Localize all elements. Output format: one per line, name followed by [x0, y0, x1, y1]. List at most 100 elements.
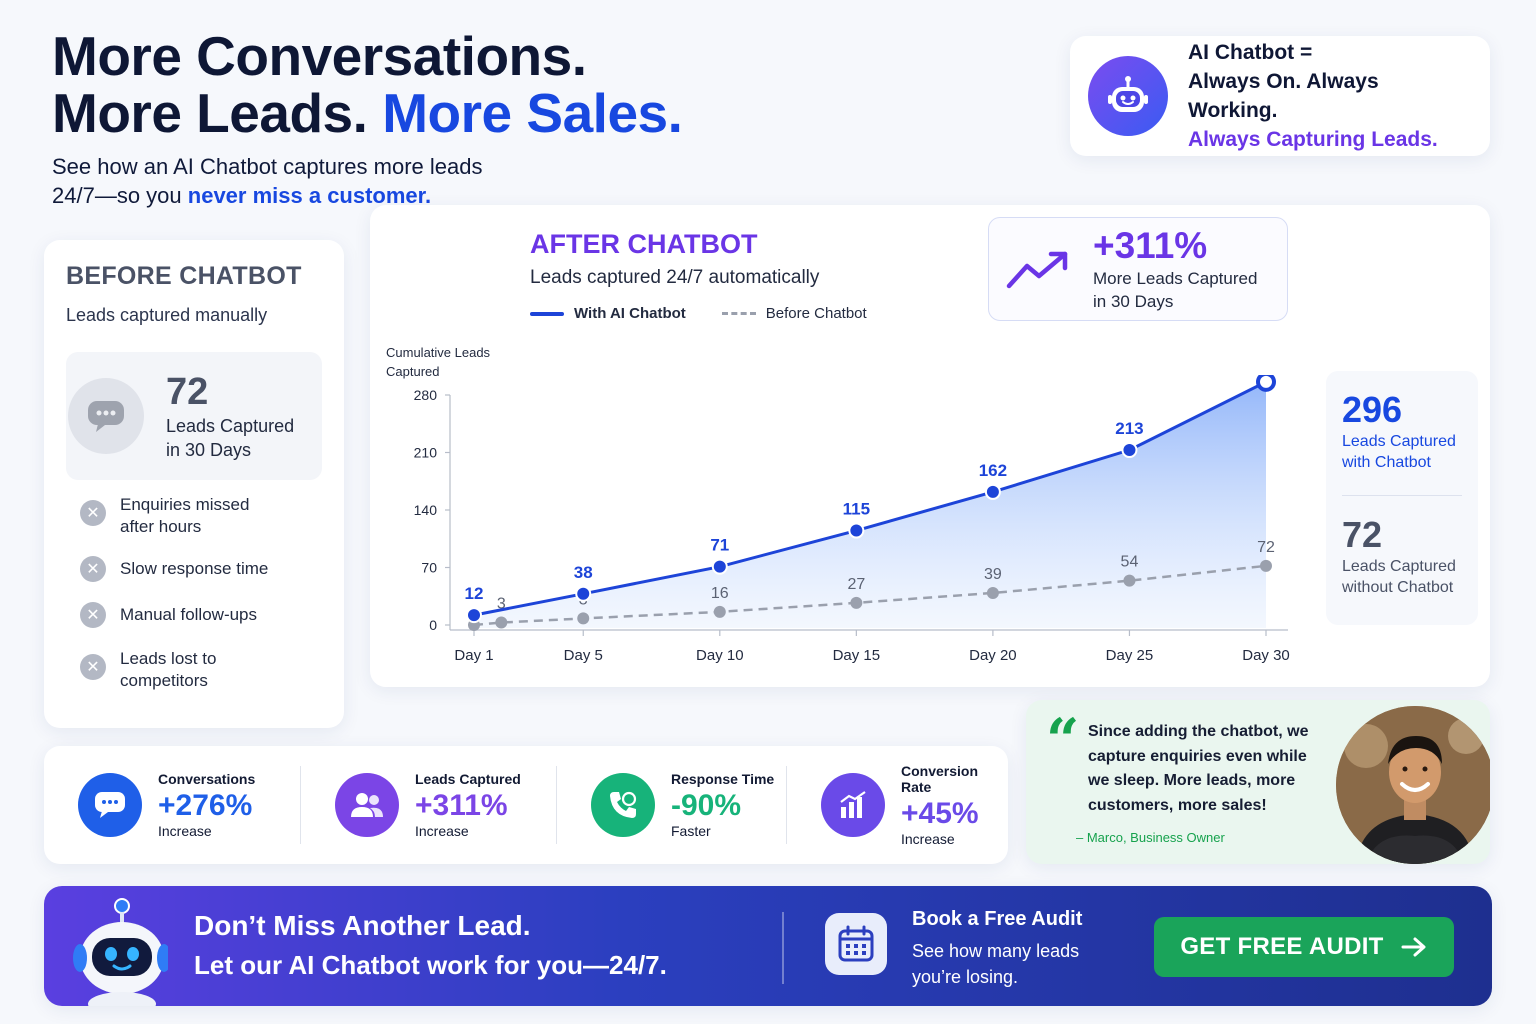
metric-label: Conversations [158, 771, 256, 787]
before-subtitle: Leads captured manually [66, 305, 268, 325]
robot-icon [1088, 56, 1168, 136]
phone-icon [591, 773, 655, 837]
chat-icon [78, 773, 142, 837]
audit-title: Book a Free Audit [912, 908, 1083, 930]
side-label-with-2: with Chatbot [1342, 454, 1431, 471]
side-summary: 296 Leads Captured with Chatbot 72 Leads… [1326, 371, 1478, 625]
metric-label: Leads Captured [415, 771, 521, 787]
x-circle-icon: ✕ [80, 500, 106, 526]
metric-text: Leads Captured +311% Increase [415, 771, 521, 839]
quote-icon: “ [1046, 706, 1080, 774]
before-stat-label-1: Leads Captured [166, 415, 295, 436]
x-tick-label: Day 5 [564, 647, 603, 664]
series-area-with-chatbot [474, 381, 1266, 628]
point-with-chatbot [711, 558, 728, 575]
point-with-chatbot [575, 585, 592, 602]
promo-card: AI Chatbot = Always On. Always Working. … [1070, 36, 1490, 156]
metric-sub: Faster [671, 823, 711, 839]
growth-box: +311% More Leads Captured in 30 Days [988, 217, 1288, 321]
point-before-chatbot [495, 616, 508, 629]
trend-up-icon [1006, 251, 1068, 289]
issue-line2: after hours [120, 517, 202, 536]
y-tick-label: 140 [414, 502, 438, 518]
data-label-with-chatbot: 162 [979, 461, 1007, 480]
metric-conversion: Conversion Rate +45% Increase [786, 763, 1008, 847]
chart-legend: With AI Chatbot Before Chatbot [530, 305, 867, 322]
data-label-with-chatbot: 115 [843, 500, 870, 519]
arrow-right-icon [1401, 937, 1426, 957]
metric-sub: Increase [415, 823, 469, 839]
promo-line1: AI Chatbot = [1188, 41, 1313, 64]
get-free-audit-button[interactable]: GET FREE AUDIT [1154, 917, 1454, 977]
issue-line1: Leads lost to [120, 649, 217, 668]
issue-text: Enquiries missed after hours [120, 494, 249, 538]
issue-line2: competitors [120, 671, 208, 690]
before-stat-text: 72 Leads Captured in 30 Days [166, 371, 294, 462]
issue-item: ✕ Enquiries missed after hours [66, 494, 322, 538]
data-label-before-chatbot: 54 [1121, 554, 1139, 571]
y-tick-label: 210 [414, 445, 438, 461]
growth-value: +311% [1093, 225, 1208, 266]
metric-value: -90% [671, 789, 742, 822]
y-tick-label: 0 [429, 617, 437, 633]
leads-chart: 0 70 140 210 280 Day 1 Day 5 Day 10 Day 15 Day 20… [414, 375, 1290, 664]
before-card: BEFORE CHATBOT Leads captured manually 7… [44, 240, 344, 728]
robot-mascot-icon [73, 898, 168, 1006]
side-label-without-2: without Chatbot [1342, 579, 1454, 596]
side-value-with: 296 [1342, 389, 1403, 430]
calendar-icon [825, 913, 887, 975]
banner-headline: Don’t Miss Another Lead. [194, 910, 531, 941]
point-with-chatbot [984, 483, 1001, 500]
before-title: BEFORE CHATBOT [66, 262, 302, 290]
promo-text: AI Chatbot = Always On. Always Working. … [1188, 38, 1472, 154]
metric-sub: Increase [901, 831, 955, 847]
metric-text: Conversion Rate +45% Increase [901, 763, 1008, 847]
data-label-with-chatbot: 12 [465, 584, 484, 603]
issue-text: Slow response time [120, 559, 269, 578]
y-tick-label: 70 [421, 560, 437, 576]
data-label-before-chatbot: 39 [984, 566, 1002, 583]
data-label-before-chatbot: 27 [847, 576, 865, 593]
metric-text: Conversations +276% Increase [158, 771, 255, 839]
metric-leads: Leads Captured +311% Increase [300, 766, 556, 844]
hero-sub-b: 24/7—so you [52, 183, 182, 208]
x-tick-label: Day 20 [969, 647, 1017, 664]
point-before-chatbot [713, 605, 726, 618]
point-before-chatbot [1260, 559, 1272, 572]
point-before-chatbot [1123, 574, 1136, 587]
point-before-chatbot [577, 612, 590, 625]
side-value-without: 72 [1342, 514, 1383, 555]
cta-label: GET FREE AUDIT [1180, 933, 1384, 960]
x-tick-label: Day 10 [696, 647, 744, 664]
x-circle-icon: ✕ [80, 556, 106, 582]
before-stat-label-2: in 30 Days [166, 439, 252, 460]
series-line-before-chatbot [473, 564, 1267, 627]
testimonial-card: “ Since adding the chatbot, we capture e… [1026, 700, 1490, 864]
metric-value: +276% [158, 789, 253, 822]
issue-item: ✕ Manual follow-ups [66, 602, 322, 628]
x-tick-label: Day 30 [1242, 647, 1290, 664]
legend-label-with: With AI Chatbot [574, 305, 686, 322]
issue-text: Leads lost to competitors [120, 648, 216, 692]
hero: More Conversations. More Leads. More Sal… [52, 28, 772, 210]
metrics-card: Conversations +276% Increase Leads Captu… [44, 746, 1008, 864]
metric-value: +45% [901, 797, 979, 830]
data-label-before-chatbot: 3 [497, 596, 506, 613]
audit-subtitle: See how many leads you’re losing. [912, 941, 1080, 987]
hero-subtitle: See how an AI Chatbot captures more lead… [52, 152, 772, 210]
banner-divider [782, 912, 784, 984]
hero-title-line2a: More Leads. [52, 82, 368, 144]
promo-line3: Always Capturing Leads. [1188, 128, 1438, 151]
x-tick-label: Day 15 [833, 647, 881, 664]
point-with-chatbot [848, 522, 865, 539]
testimonial-quote: Since adding the chatbot, we capture enq… [1088, 723, 1309, 814]
avatar [1336, 706, 1490, 864]
data-label-with-chatbot: 38 [574, 563, 593, 582]
metric-sub: Increase [158, 823, 212, 839]
hero-title-line2b: More Sales. [382, 82, 683, 144]
x-circle-icon: ✕ [80, 654, 106, 680]
chart-y-title-line1: Cumulative Leads [386, 345, 491, 360]
before-stat-value: 72 [166, 370, 209, 413]
metric-conversations: Conversations +276% Increase [44, 766, 300, 844]
hero-title-line1: More Conversations. [52, 25, 587, 87]
